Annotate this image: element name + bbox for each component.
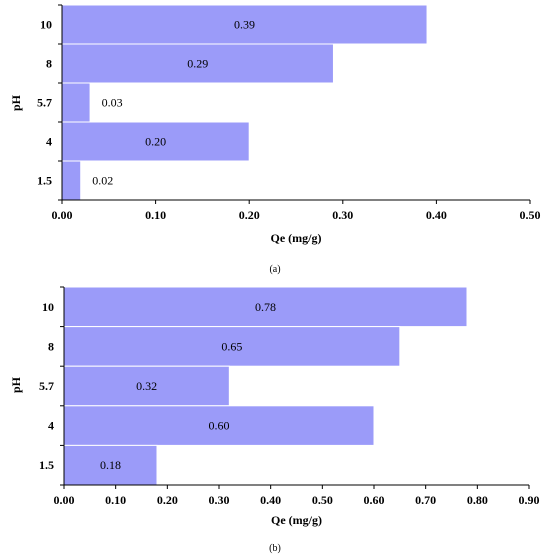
x-tick-label: 0.70 [415, 493, 436, 507]
y-tick-label: 10 [42, 300, 54, 314]
chart-b: 0.78 0.65 0.32 0.60 0.18 10 8 5.7 4 1.5 0.00 0.10 0.… [9, 286, 540, 554]
bar-8 [63, 326, 401, 367]
x-tick-label: 0.80 [467, 493, 488, 507]
data-label: 0.20 [145, 135, 166, 149]
y-tick-label: 4 [48, 419, 54, 433]
data-label: 0.65 [221, 339, 242, 353]
bar-10 [61, 4, 428, 45]
bar-1_5 [63, 444, 158, 486]
x-tick-label: 0.30 [209, 493, 230, 507]
data-label: 0.18 [100, 458, 121, 472]
y-tick-label: 4 [46, 135, 52, 149]
x-tick-label: 0.40 [260, 493, 281, 507]
y-tick-label: 8 [48, 339, 54, 353]
x-tick-label: 0.00 [54, 493, 75, 507]
bar-5_7 [61, 82, 91, 123]
x-tick-label: 0.00 [52, 208, 73, 222]
y-tick-label: 1.5 [39, 458, 54, 472]
y-tick-label: 10 [40, 18, 52, 32]
x-tick-label: 0.90 [519, 493, 540, 507]
x-tick-label: 0.30 [332, 208, 353, 222]
chart-caption: (a) [269, 264, 280, 275]
data-label: 0.02 [92, 174, 113, 188]
bar-1_5 [61, 160, 82, 201]
data-label: 0.03 [102, 96, 123, 110]
y-tick-label: 5.7 [39, 379, 54, 393]
y-tick-label: 5.7 [37, 96, 52, 110]
x-tick-label: 0.20 [157, 493, 178, 507]
data-label: 0.32 [136, 379, 157, 393]
x-tick-label: 0.50 [312, 493, 333, 507]
x-tick-label: 0.20 [239, 208, 260, 222]
chart-caption: (b) [269, 543, 281, 554]
x-axis-label: Qe (mg/g) [271, 513, 322, 527]
bar-8 [61, 43, 334, 84]
x-tick-label: 0.60 [364, 493, 385, 507]
x-tick-label: 0.50 [520, 208, 541, 222]
y-tick-label: 1.5 [37, 174, 52, 188]
bar-4 [63, 405, 375, 446]
bar-4 [61, 121, 250, 162]
x-tick-label: 0.10 [145, 208, 166, 222]
data-label: 0.29 [187, 57, 208, 71]
data-label: 0.78 [255, 300, 276, 314]
y-axis-label: pH [9, 376, 23, 393]
bar-10 [63, 286, 468, 328]
y-axis-label: pH [9, 94, 23, 111]
data-label: 0.39 [234, 18, 255, 32]
x-tick-label: 0.10 [105, 493, 126, 507]
x-axis-label: Qe (mg/g) [271, 231, 322, 245]
x-tick-label: 0.40 [426, 208, 447, 222]
data-label: 0.60 [209, 419, 230, 433]
chart-a: 0.39 0.29 0.03 0.20 0.02 10 8 5.7 4 1.5 0.00 0.10 0.… [9, 4, 541, 275]
y-tick-label: 8 [46, 57, 52, 71]
